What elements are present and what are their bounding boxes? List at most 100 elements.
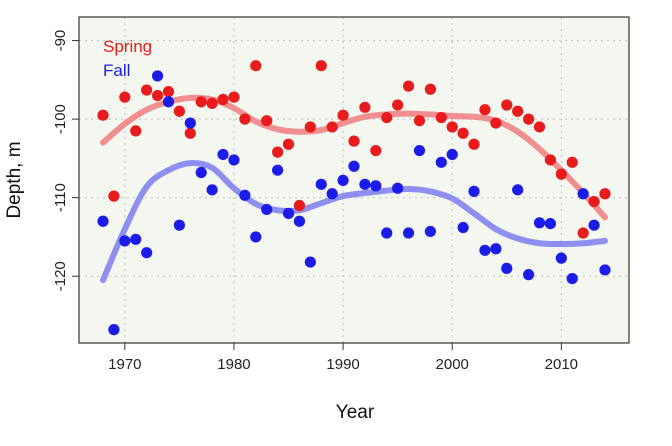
spring-point bbox=[413, 115, 426, 127]
fall-point bbox=[282, 207, 295, 219]
spring-point bbox=[184, 127, 196, 139]
spring-point bbox=[141, 84, 153, 96]
fall-point bbox=[359, 178, 371, 190]
fall-point bbox=[315, 178, 327, 190]
fall-point bbox=[130, 233, 142, 245]
spring-point bbox=[490, 117, 502, 129]
fall-point bbox=[490, 243, 502, 255]
fall-point bbox=[261, 203, 273, 216]
fall-point bbox=[577, 188, 589, 200]
spring-point bbox=[261, 115, 273, 127]
fall-point bbox=[533, 217, 546, 229]
legend-spring: Spring bbox=[103, 37, 152, 56]
fall-point bbox=[173, 219, 185, 231]
fall-point bbox=[228, 154, 240, 166]
fall-point bbox=[457, 221, 469, 234]
fall-point bbox=[239, 189, 251, 201]
fall-point bbox=[206, 184, 218, 196]
y-axis-title: Depth, m bbox=[4, 141, 25, 218]
spring-point bbox=[599, 188, 611, 200]
spring-point bbox=[173, 105, 185, 117]
fall-point bbox=[250, 231, 262, 243]
fall-point bbox=[337, 174, 349, 186]
spring-point bbox=[130, 125, 142, 137]
fall-point bbox=[402, 227, 415, 239]
x-tick-label: 1970 bbox=[108, 356, 141, 373]
fall-point bbox=[555, 252, 567, 264]
fall-point bbox=[195, 166, 207, 179]
fall-point bbox=[304, 256, 316, 268]
spring-point bbox=[97, 109, 109, 121]
fall-point bbox=[424, 225, 436, 238]
legend-fall: Fall bbox=[103, 61, 130, 80]
spring-point bbox=[195, 96, 207, 108]
spring-point bbox=[555, 168, 567, 180]
plot-background bbox=[79, 17, 629, 343]
spring-point bbox=[468, 138, 480, 150]
y-tick-label: -110 bbox=[52, 183, 69, 212]
spring-point bbox=[119, 91, 131, 103]
x-axis-ticks: 1970 1980 1990 2000 2010 bbox=[108, 343, 578, 373]
x-tick-label: 2000 bbox=[436, 356, 469, 373]
fall-point bbox=[217, 148, 229, 161]
spring-point bbox=[544, 154, 557, 166]
fall-point bbox=[468, 185, 480, 197]
spring-point bbox=[370, 144, 382, 157]
fall-point bbox=[162, 96, 175, 108]
spring-point bbox=[162, 86, 175, 98]
y-tick-label: -100 bbox=[52, 104, 69, 134]
spring-point bbox=[523, 113, 535, 125]
fall-point bbox=[435, 156, 447, 168]
spring-point bbox=[228, 91, 240, 103]
fall-point bbox=[512, 184, 524, 196]
spring-point bbox=[337, 109, 349, 121]
spring-point bbox=[588, 196, 600, 208]
spring-point bbox=[272, 146, 284, 158]
fall-point bbox=[381, 227, 393, 239]
fall-point bbox=[588, 219, 600, 231]
spring-point bbox=[151, 89, 164, 102]
grid-lines bbox=[79, 17, 629, 343]
fall-point bbox=[599, 264, 611, 276]
spring-point bbox=[304, 121, 316, 133]
spring-smooth-line bbox=[100, 94, 608, 221]
fall-point bbox=[392, 182, 404, 194]
spring-point bbox=[293, 199, 306, 212]
fall-point bbox=[544, 217, 557, 230]
spring-point bbox=[250, 60, 262, 72]
spring-point bbox=[566, 156, 578, 168]
fall-point bbox=[501, 262, 513, 274]
fall-point bbox=[479, 244, 491, 256]
fall-point bbox=[523, 269, 535, 281]
spring-point bbox=[282, 138, 295, 150]
fall-smooth-line bbox=[100, 160, 608, 284]
fall-point bbox=[272, 164, 284, 176]
spring-point bbox=[315, 60, 327, 72]
fall-point bbox=[413, 144, 426, 157]
smooth-curves bbox=[100, 94, 608, 284]
fall-point bbox=[108, 324, 120, 336]
fall-point bbox=[348, 160, 360, 172]
spring-point bbox=[479, 104, 491, 116]
spring-point bbox=[424, 83, 436, 95]
spring-point bbox=[206, 97, 218, 110]
spring-point bbox=[501, 99, 513, 111]
fall-point bbox=[326, 188, 338, 200]
spring-point bbox=[108, 190, 120, 202]
y-tick-label: -120 bbox=[52, 261, 69, 291]
spring-point bbox=[533, 121, 546, 133]
spring-point bbox=[239, 113, 251, 125]
spring-point bbox=[457, 127, 469, 139]
y-tick-label: -90 bbox=[52, 30, 69, 52]
spring-point bbox=[326, 121, 338, 133]
spring-point bbox=[402, 80, 415, 92]
fall-point bbox=[184, 117, 196, 129]
fall-point bbox=[370, 180, 382, 192]
spring-point bbox=[446, 121, 458, 133]
fall-point bbox=[97, 215, 109, 227]
fall-point bbox=[119, 235, 131, 247]
x-axis-title: Year bbox=[336, 402, 375, 423]
spring-point bbox=[348, 135, 360, 147]
fall-point bbox=[566, 272, 578, 285]
